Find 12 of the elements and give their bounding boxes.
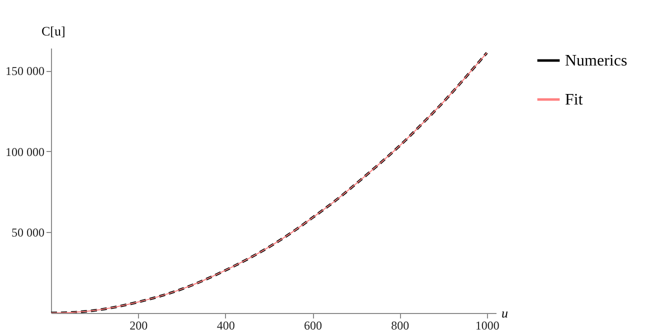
legend-label: Fit	[565, 92, 584, 108]
x-tick-label: 800	[391, 318, 410, 330]
y-tick-label: 100 000	[6, 144, 44, 159]
x-tick-label: 600	[304, 318, 322, 330]
x-tick-label: 200	[130, 318, 148, 330]
legend-label: Numerics	[565, 52, 628, 70]
y-tick-label: 50 000	[12, 226, 44, 240]
x-axis-title: u	[502, 306, 508, 320]
y-axis-title: C[u]	[42, 24, 66, 38]
x-tick-label: 400	[216, 318, 235, 330]
y-tick-label: 150 000	[6, 64, 44, 78]
x-tick-label: 1000	[475, 318, 500, 330]
